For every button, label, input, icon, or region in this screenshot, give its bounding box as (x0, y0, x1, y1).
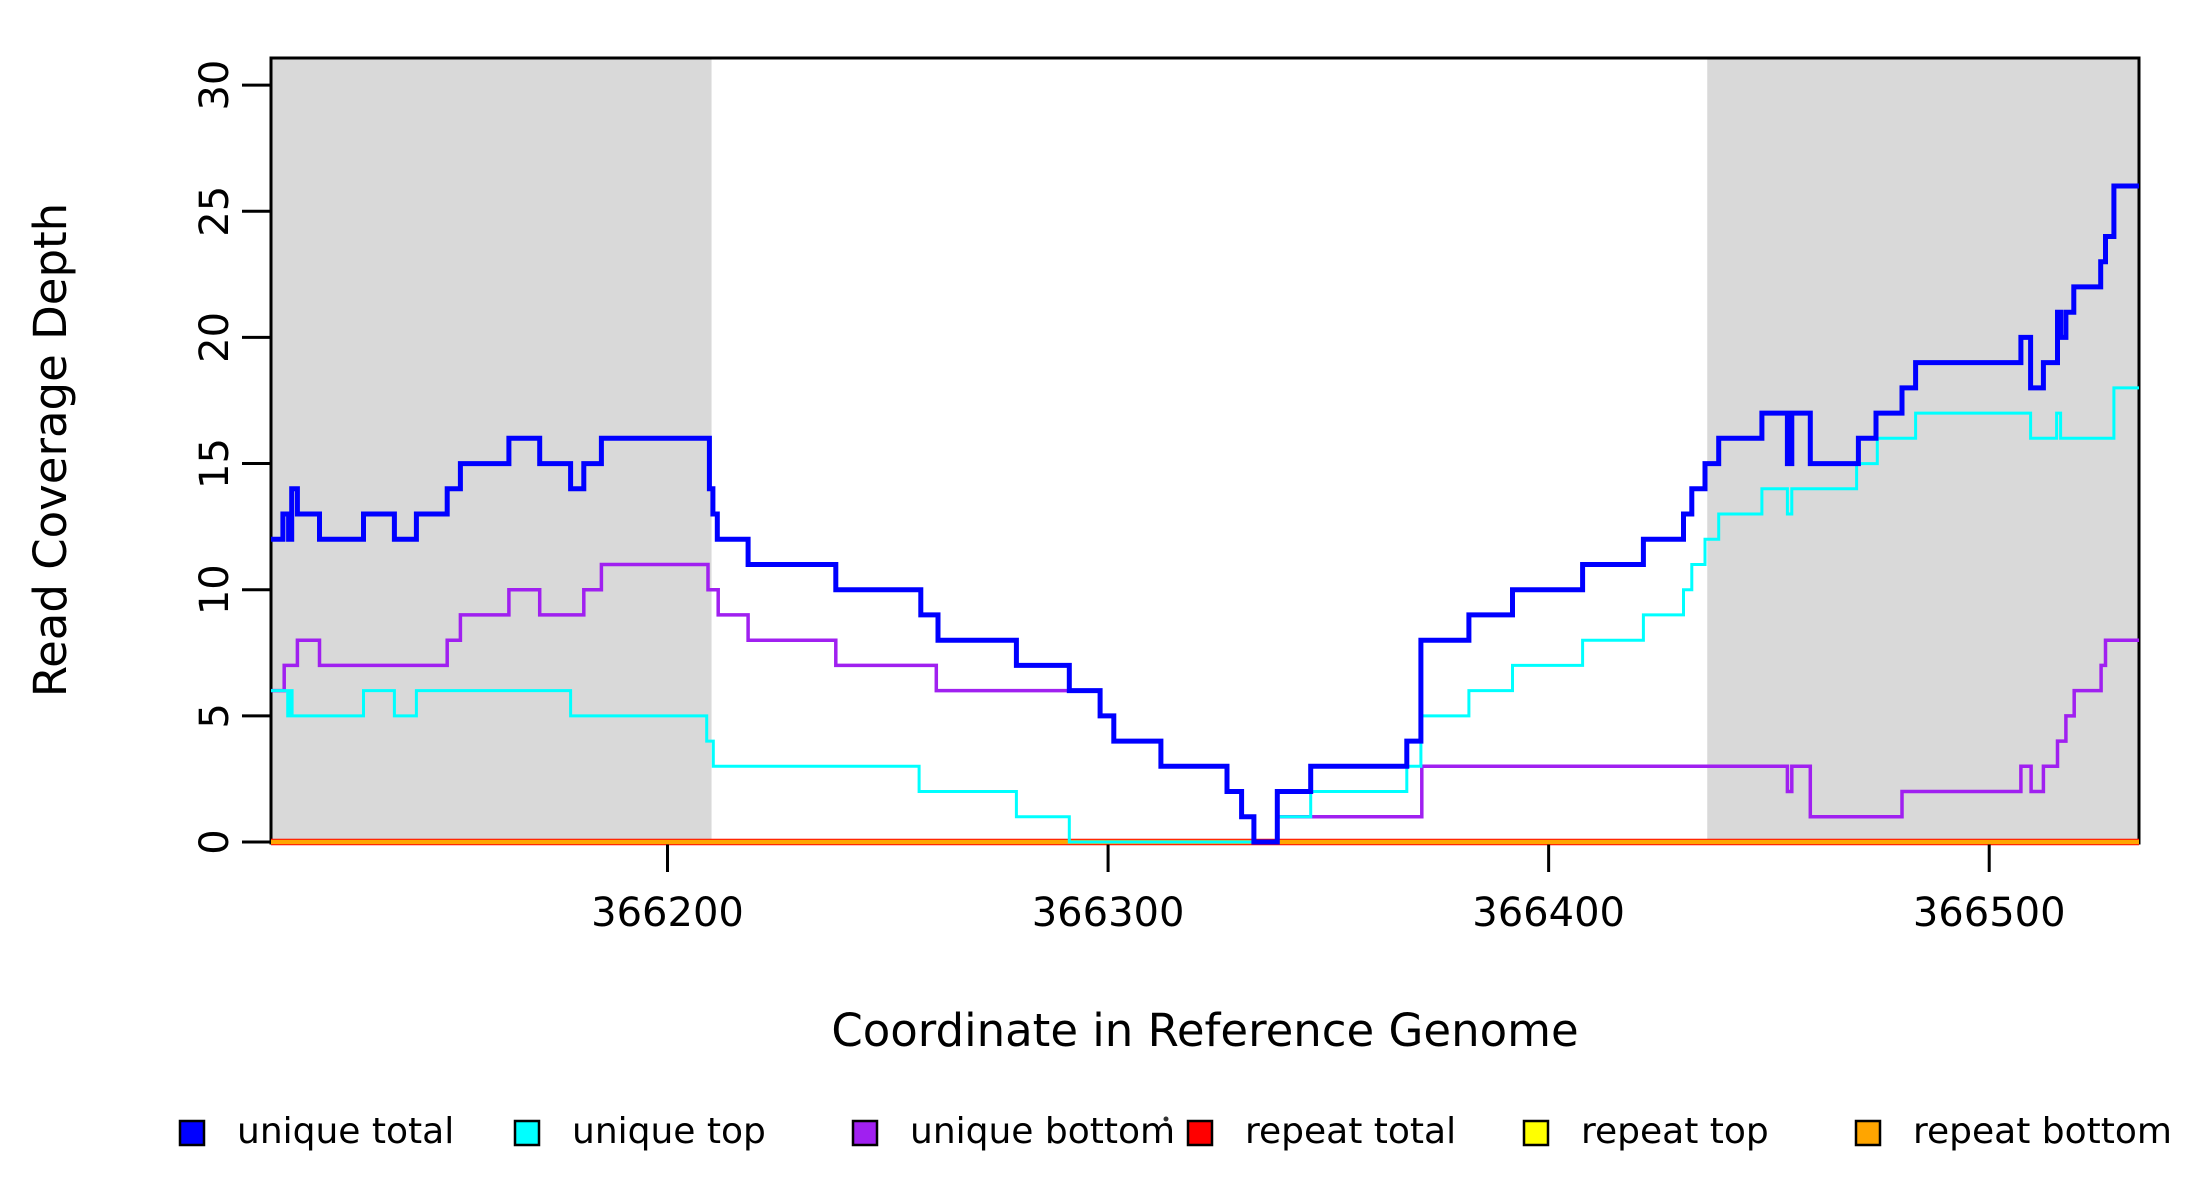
x-tick-label: 366500 (1913, 890, 2066, 936)
coverage-series (271, 183, 2139, 846)
y-tick-label: 30 (192, 60, 238, 111)
x-axis-ticks: 366200 366300 366400 366500 (591, 844, 2066, 936)
y-axis-label: Read Coverage Depth (24, 203, 77, 697)
shaded-region (271, 58, 712, 843)
y-tick-label: 15 (192, 438, 238, 489)
legend-label: unique bottom (910, 1111, 1175, 1152)
y-tick-label: 20 (192, 312, 238, 363)
legend-item: unique top (513, 1111, 766, 1152)
legend-item: unique bottom (851, 1111, 1175, 1152)
x-tick-label: 366400 (1472, 890, 1625, 936)
y-tick-label: 25 (192, 186, 238, 237)
legend-swatch-icon (1522, 1119, 1550, 1147)
x-axis-label: Coordinate in Reference Genome (831, 1004, 1578, 1057)
legend-swatch-icon (513, 1119, 541, 1147)
legend-item: unique total (178, 1111, 454, 1152)
legend-label: repeat top (1581, 1111, 1769, 1152)
legend: unique total unique top unique bottom repea… (178, 1111, 2172, 1152)
y-tick-label: 0 (192, 829, 238, 854)
legend-item: repeat top (1522, 1111, 1769, 1152)
x-tick-label: 366300 (1032, 890, 1185, 936)
y-tick-label: 5 (192, 703, 238, 728)
shaded-regions (271, 58, 2139, 843)
legend-label: unique total (237, 1111, 454, 1152)
legend-swatch-icon (1186, 1119, 1214, 1147)
y-axis-ticks: 0 5 10 15 20 25 30 (192, 60, 270, 855)
x-tick-label: 366200 (591, 890, 744, 936)
legend-label: unique top (572, 1111, 766, 1152)
legend-label: repeat bottom (1913, 1111, 2172, 1152)
legend-item: repeat total (1186, 1111, 1456, 1152)
y-tick-label: 10 (192, 564, 238, 615)
legend-item: repeat bottom (1854, 1111, 2172, 1152)
legend-label: repeat total (1245, 1111, 1456, 1152)
legend-swatch-icon (1854, 1119, 1882, 1147)
stray-dot (1163, 1116, 1169, 1122)
series-unique-top (271, 386, 2139, 844)
shaded-region (1707, 58, 2139, 843)
legend-swatch-icon (178, 1119, 206, 1147)
legend-swatch-icon (851, 1119, 879, 1147)
series-unique-total (271, 183, 2139, 845)
